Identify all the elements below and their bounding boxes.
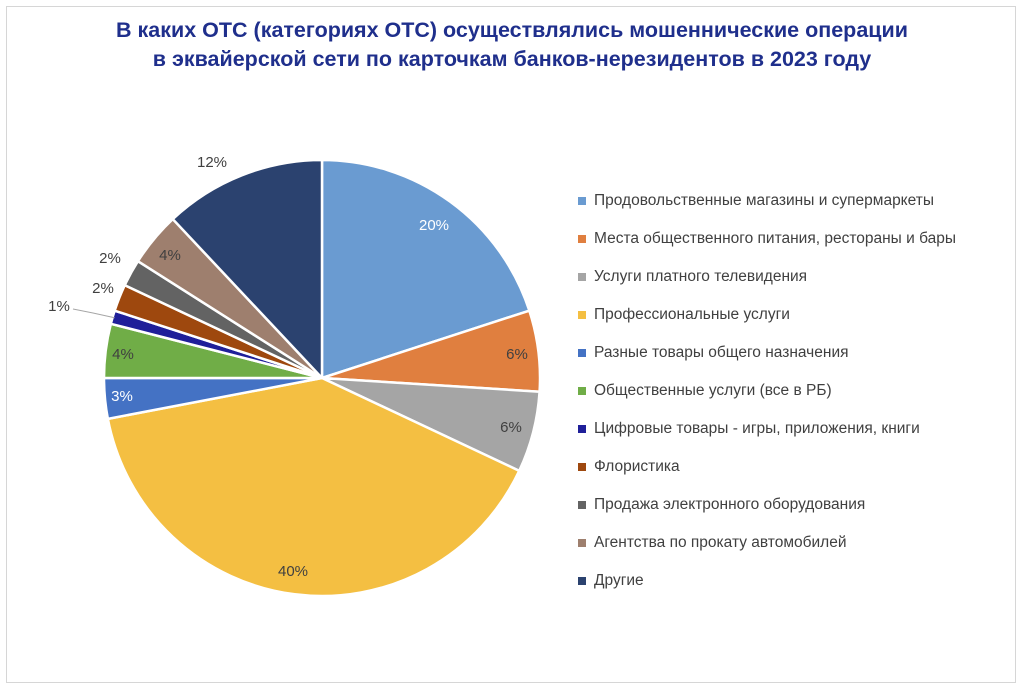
slice-value-label: 12% bbox=[197, 154, 227, 171]
chart-title: В каких ОТС (категориях ОТС) осуществлял… bbox=[0, 16, 1024, 74]
legend-swatch bbox=[578, 349, 586, 357]
slice-value-label: 2% bbox=[99, 250, 121, 267]
legend-item: Цифровые товары - игры, приложения, книг… bbox=[578, 410, 956, 448]
legend-item: Агентства по прокату автомобилей bbox=[578, 524, 956, 562]
legend-item: Разные товары общего назначения bbox=[578, 334, 956, 372]
chart-title-line-2: в эквайерской сети по карточкам банков-н… bbox=[152, 47, 872, 71]
slice-value-label: 40% bbox=[278, 563, 308, 580]
legend-swatch bbox=[578, 577, 586, 585]
pie-slice bbox=[106, 376, 521, 598]
slice-value-label: 4% bbox=[112, 346, 134, 363]
legend-item: Продажа электронного оборудования bbox=[578, 486, 956, 524]
legend-label: Места общественного питания, рестораны и… bbox=[594, 230, 956, 247]
legend-swatch bbox=[578, 387, 586, 395]
legend-label: Разные товары общего назначения bbox=[594, 344, 849, 361]
slice-value-label: 3% bbox=[111, 388, 133, 405]
legend-item: Флористика bbox=[578, 448, 956, 486]
slice-value-label: 1% bbox=[48, 298, 70, 315]
legend-label: Флористика bbox=[594, 458, 680, 475]
legend-swatch bbox=[578, 273, 586, 281]
legend-swatch bbox=[578, 501, 586, 509]
legend-item: Общественные услуги (все в РБ) bbox=[578, 372, 956, 410]
legend-label: Другие bbox=[594, 572, 644, 589]
legend-label: Агентства по прокату автомобилей bbox=[594, 534, 847, 551]
legend-item: Другие bbox=[578, 562, 956, 600]
legend-label: Продовольственные магазины и супермаркет… bbox=[594, 192, 934, 209]
legend-item: Профессиональные услуги bbox=[578, 296, 956, 334]
legend-swatch bbox=[578, 425, 586, 433]
legend-label: Продажа электронного оборудования bbox=[594, 496, 866, 513]
legend-swatch bbox=[578, 311, 586, 319]
slice-value-label: 6% bbox=[500, 419, 522, 436]
legend-label: Профессиональные услуги bbox=[594, 306, 790, 323]
legend-swatch bbox=[578, 463, 586, 471]
leader-line bbox=[72, 308, 115, 319]
legend-item: Услуги платного телевидения bbox=[578, 258, 956, 296]
pie-slice bbox=[171, 158, 324, 380]
chart-legend: Продовольственные магазины и супермаркет… bbox=[578, 182, 956, 600]
legend-swatch bbox=[578, 235, 586, 243]
legend-item: Места общественного питания, рестораны и… bbox=[578, 220, 956, 258]
legend-item: Продовольственные магазины и супермаркет… bbox=[578, 182, 956, 220]
legend-label: Общественные услуги (все в РБ) bbox=[594, 382, 832, 399]
slice-value-label: 2% bbox=[92, 280, 114, 297]
slice-value-label: 6% bbox=[506, 346, 528, 363]
slice-value-label: 20% bbox=[419, 217, 449, 234]
legend-swatch bbox=[578, 539, 586, 547]
legend-label: Цифровые товары - игры, приложения, книг… bbox=[594, 420, 920, 437]
chart-title-line-1: В каких ОТС (категориях ОТС) осуществлял… bbox=[116, 18, 908, 42]
legend-label: Услуги платного телевидения bbox=[594, 268, 808, 285]
pie-slice bbox=[320, 158, 531, 380]
legend-swatch bbox=[578, 197, 586, 205]
slice-value-label: 4% bbox=[159, 247, 181, 264]
